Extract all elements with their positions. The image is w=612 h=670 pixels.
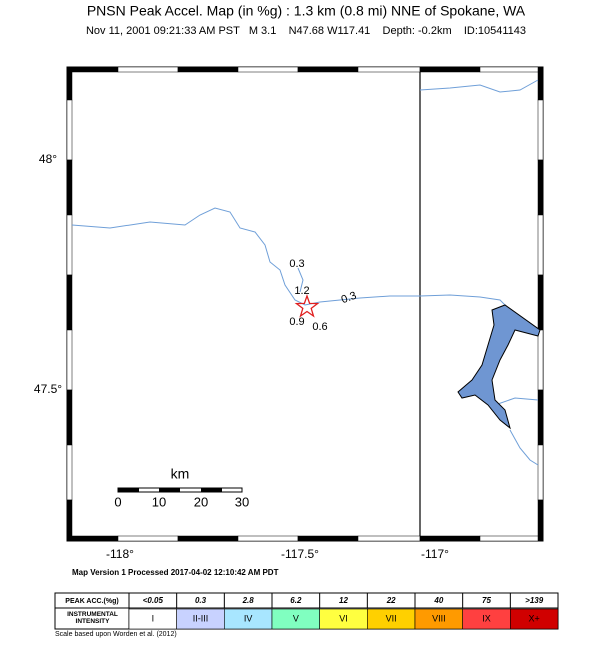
- river: [509, 429, 539, 466]
- contour-label: 0.9: [289, 316, 304, 328]
- border-bar: [66, 389, 73, 446]
- legend-row-label-box: INSTRUMENTAL INTENSITY: [67, 611, 118, 625]
- border-bar: [537, 389, 544, 446]
- contour-label: 0.3: [289, 258, 304, 270]
- border-bar: [537, 499, 544, 542]
- scale-unit: km: [171, 466, 190, 482]
- processed-note: Map Version 1 Processed 2017-04-02 12:10…: [72, 568, 279, 577]
- frame-border: [66, 66, 544, 542]
- scale-tick: 20: [194, 494, 208, 509]
- intensity-label: VIII: [432, 613, 446, 623]
- intensity-label: IX: [482, 613, 491, 623]
- lon-label: -118°: [106, 547, 134, 561]
- intensity-label: II-III: [193, 613, 209, 623]
- border-bar: [237, 535, 299, 542]
- border-bar: [66, 66, 119, 73]
- peak-acc-value: >139: [525, 596, 544, 605]
- lon-label: -117.5°: [281, 547, 319, 561]
- border-bar: [357, 535, 421, 542]
- legend: PEAK ACC.(%g) INSTRUMENTAL INTENSITY <0.…: [54, 592, 559, 630]
- scale-bar: km 0 10 20 30: [114, 466, 249, 510]
- peak-acc-value: 75: [482, 596, 491, 605]
- border-bar: [66, 499, 73, 542]
- peak-acc-value: 12: [339, 596, 348, 605]
- border-bar: [66, 159, 73, 216]
- border-bar: [66, 535, 119, 542]
- peak-acc-value: 22: [386, 596, 396, 605]
- scale-tick: 0: [114, 494, 121, 509]
- border-bar: [479, 535, 544, 542]
- peak-acc-value: 6.2: [290, 596, 302, 605]
- peak-acc-value: 2.8: [242, 596, 255, 605]
- border-bar: [537, 444, 544, 501]
- border-bar: [66, 329, 73, 391]
- border-bar: [537, 274, 544, 331]
- intensity-label: V: [293, 613, 299, 623]
- river: [494, 397, 539, 406]
- river: [419, 79, 539, 93]
- intensity-label: X+: [529, 613, 540, 623]
- border-bar: [177, 535, 239, 542]
- border-bar: [479, 66, 544, 73]
- border-bar: [117, 66, 179, 73]
- border-bar: [297, 66, 359, 73]
- lake: [457, 304, 541, 430]
- credit: Scale based upon Worden et al. (2012): [55, 631, 177, 638]
- map: 0.3 1.2 0.3 0.9 0.6 48° 47.5° -118° -117…: [34, 66, 544, 561]
- scale-segment: [201, 488, 222, 492]
- peak-acc-value: 0.3: [195, 596, 207, 605]
- border-bar: [117, 535, 179, 542]
- border-bar: [66, 214, 73, 276]
- border-bar: [66, 99, 73, 161]
- intensity-label: I: [152, 613, 155, 623]
- border-bar: [66, 444, 73, 501]
- border-bar: [537, 214, 544, 276]
- intensity-cell: [510, 608, 559, 630]
- border-bar: [357, 66, 421, 73]
- border-bar: [177, 66, 239, 73]
- peak-acc-value: 40: [433, 596, 443, 605]
- border-bar: [297, 535, 359, 542]
- peak-acc-value: <0.05: [143, 596, 164, 605]
- contour-label: 0.6: [312, 321, 327, 333]
- lat-label: 48°: [39, 152, 57, 166]
- legend-row-label: PEAK ACC.(%g): [65, 598, 118, 605]
- lon-label: -117°: [421, 547, 449, 561]
- epicenter: [294, 294, 320, 318]
- map-frame: [66, 66, 544, 542]
- scale-segment: [118, 488, 139, 492]
- intensity-label: VI: [339, 613, 348, 623]
- border-bar: [237, 66, 299, 73]
- title: PNSN Peak Accel. Map (in %g) : 1.3 km (0…: [87, 3, 526, 19]
- river: [297, 267, 304, 293]
- lat-label: 47.5°: [34, 382, 62, 396]
- scale-segment: [159, 488, 180, 492]
- border-bar: [66, 274, 73, 331]
- scale-tick: 10: [152, 494, 166, 509]
- border-bar: [537, 329, 544, 391]
- intensity-label: VII: [386, 613, 397, 623]
- contour-label: 1.2: [294, 285, 309, 297]
- border-bar: [419, 66, 481, 73]
- border-bar: [419, 535, 481, 542]
- subtitle: Nov 11, 2001 09:21:33 AM PST M 3.1 N47.6…: [86, 25, 526, 37]
- border-bar: [537, 66, 544, 101]
- border-bar: [537, 99, 544, 161]
- legend-row-label: INSTRUMENTAL INTENSITY: [67, 611, 118, 625]
- intensity-label: IV: [244, 613, 253, 623]
- contour-label: 0.3: [340, 290, 358, 307]
- scale-tick: 30: [235, 494, 249, 509]
- border-bar: [537, 159, 544, 216]
- river: [71, 207, 511, 311]
- border-bar: [66, 66, 73, 101]
